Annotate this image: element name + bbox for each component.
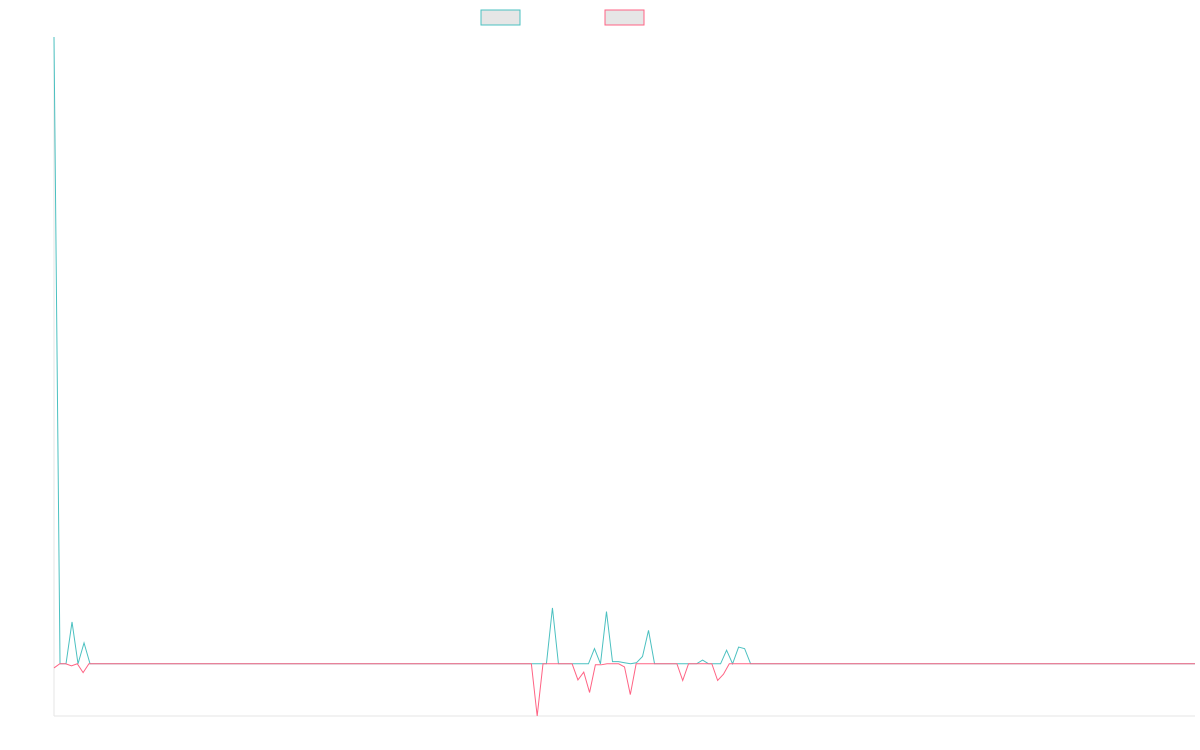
legend <box>480 9 645 26</box>
axes <box>53 37 1195 717</box>
series-line-1 <box>53 36 1195 666</box>
series-line-2 <box>53 663 1195 717</box>
legend-item-2 <box>604 9 645 26</box>
legend-item-1 <box>480 9 521 26</box>
legend-swatch-2 <box>604 9 645 26</box>
legend-swatch-1 <box>480 9 521 26</box>
series-layer <box>53 36 1195 717</box>
